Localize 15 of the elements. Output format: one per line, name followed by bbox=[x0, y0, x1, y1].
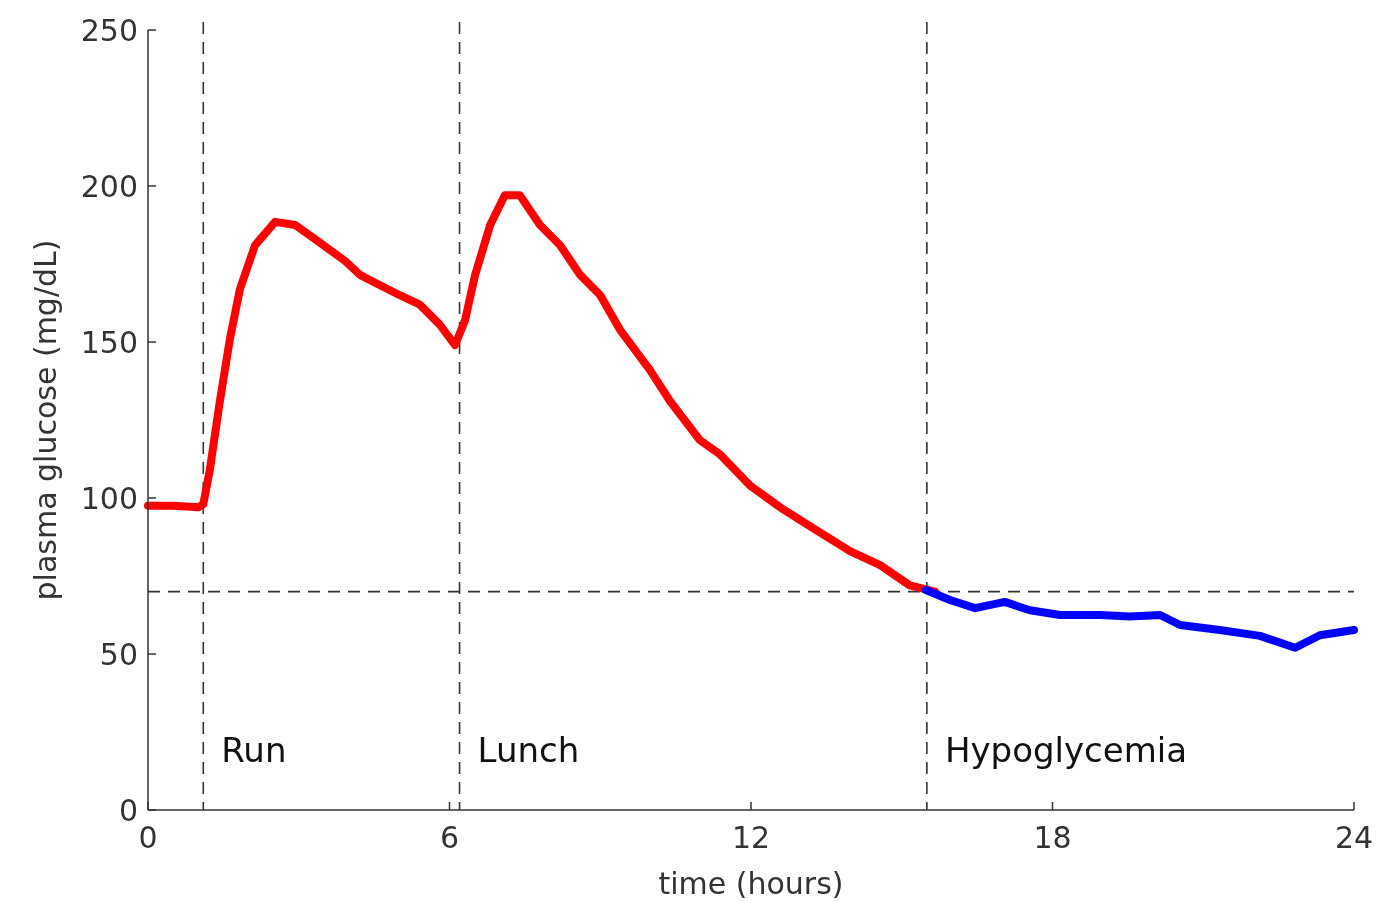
ref-line-label: Run bbox=[221, 730, 287, 770]
x-tick-label: 12 bbox=[731, 820, 771, 855]
ref-line-label: Lunch bbox=[477, 730, 580, 770]
y-axis-title: plasma glucose (mg/dL) bbox=[28, 239, 63, 601]
x-tick-label: 18 bbox=[1033, 820, 1072, 855]
y-tick-label: 0 bbox=[118, 792, 138, 828]
x-tick-label: 24 bbox=[1334, 820, 1374, 855]
y-tick-label: 100 bbox=[80, 480, 138, 516]
y-tick-label: 200 bbox=[80, 168, 138, 204]
ref-line-label: Hypoglycemia bbox=[944, 730, 1188, 770]
y-tick-label: 150 bbox=[80, 324, 138, 360]
y-tick-label: 250 bbox=[80, 12, 138, 48]
y-tick-label: 50 bbox=[99, 636, 138, 672]
x-tick-label: 6 bbox=[439, 820, 460, 855]
x-axis-title: time (hours) bbox=[658, 866, 844, 901]
